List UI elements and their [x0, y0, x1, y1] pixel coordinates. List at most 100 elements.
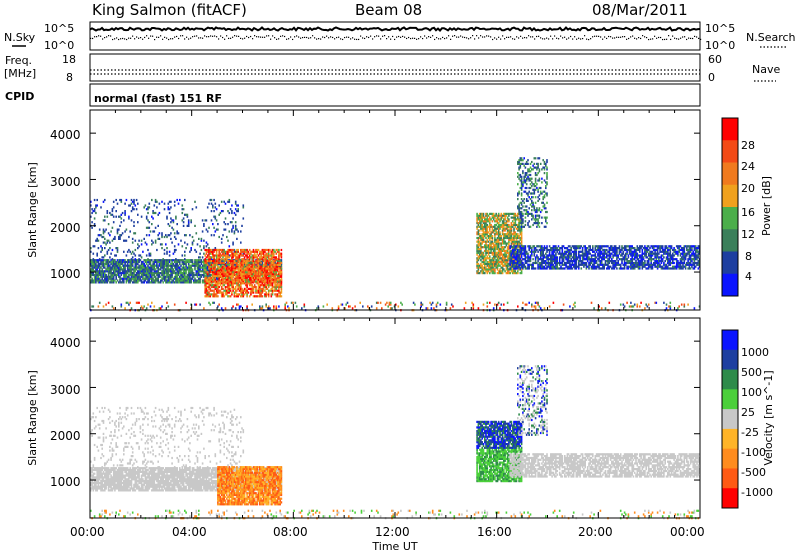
power-cell	[131, 262, 134, 265]
power-cell	[112, 206, 115, 209]
power-cell	[247, 250, 250, 253]
power-cell	[489, 266, 491, 269]
power-cell	[223, 265, 225, 268]
power-cell	[275, 265, 278, 268]
power-cell	[247, 256, 250, 259]
power-cell	[203, 223, 205, 226]
power-cell	[267, 258, 270, 261]
power-cell	[131, 250, 134, 253]
power-cell	[528, 263, 530, 266]
noise-search-point	[282, 35, 284, 37]
power-cell	[266, 280, 269, 283]
power-cell	[513, 261, 515, 265]
noise-search-point	[304, 36, 306, 39]
power-cell	[477, 244, 480, 247]
power-cell	[489, 262, 491, 265]
power-cell	[260, 250, 262, 253]
power-cell	[476, 236, 478, 240]
power-cell	[510, 270, 513, 273]
power-cell	[157, 273, 159, 277]
power-cell	[118, 260, 120, 264]
power-cell	[217, 269, 219, 272]
power-cell	[128, 217, 130, 220]
noise-search-point	[324, 36, 326, 39]
power-cell	[162, 258, 164, 261]
power-cell	[144, 241, 147, 244]
power-cell	[165, 268, 167, 271]
power-cell	[95, 264, 97, 267]
power-cell	[111, 239, 114, 242]
power-cell	[513, 222, 515, 225]
power-cell	[529, 258, 532, 261]
power-cell	[228, 250, 231, 253]
power-cell	[482, 212, 485, 215]
power-cell	[519, 248, 522, 252]
noise-search-point	[380, 38, 382, 40]
power-cell	[205, 263, 208, 266]
power-cell	[158, 260, 161, 264]
power-cell	[538, 265, 541, 268]
power-cell	[142, 281, 144, 284]
power-cell	[111, 266, 114, 269]
power-cell	[228, 278, 231, 281]
power-cell	[187, 262, 190, 265]
power-cell	[106, 239, 109, 242]
power-cell	[541, 260, 543, 263]
power-cell	[232, 284, 234, 287]
noise-search-point	[620, 36, 622, 38]
power-cell	[528, 248, 530, 252]
power-cell	[106, 259, 109, 262]
power-cell	[184, 268, 186, 271]
power-cell	[271, 252, 274, 255]
power-cell	[506, 236, 509, 240]
power-cell	[490, 244, 492, 247]
power-cell	[181, 219, 184, 222]
power-cell	[167, 234, 170, 237]
date-title: 08/Mar/2011	[592, 1, 688, 19]
power-cell	[173, 264, 176, 267]
power-cell	[276, 258, 279, 261]
noise-tick-left-0: 10^5	[44, 22, 74, 35]
power-cell	[511, 212, 514, 215]
power-cell	[149, 270, 152, 273]
power-cell	[566, 247, 569, 250]
power-cell	[219, 256, 222, 259]
power-cell	[271, 248, 274, 252]
power-cell	[226, 254, 228, 257]
power-cell	[242, 273, 245, 276]
power-cell	[551, 250, 553, 253]
power-cell	[213, 215, 215, 218]
power-cell	[105, 260, 107, 264]
power-cell	[492, 246, 495, 249]
power-cell	[223, 280, 225, 283]
power-cell	[137, 266, 139, 269]
power-cell	[504, 257, 506, 260]
power-cell	[501, 231, 504, 234]
power-cell	[124, 272, 126, 275]
power-cell	[205, 256, 208, 259]
power-cell	[485, 251, 487, 254]
power-cell	[149, 272, 152, 275]
power-cell	[541, 261, 543, 265]
noise-search-point	[330, 36, 332, 38]
power-cell	[500, 272, 503, 275]
power-cell	[260, 295, 262, 298]
power-cell	[503, 220, 505, 223]
power-cell	[165, 272, 167, 275]
power-cell	[257, 282, 260, 285]
power-cell	[280, 273, 283, 276]
power-cell	[240, 285, 242, 289]
power-cell	[119, 279, 121, 282]
noise-search-point	[530, 36, 532, 38]
power-cell	[238, 258, 241, 261]
power-cell	[489, 225, 491, 228]
power-cell	[271, 273, 274, 276]
power-cell	[133, 208, 135, 211]
power-cell	[508, 238, 510, 241]
noise-search-point	[102, 38, 104, 40]
power-cell	[261, 274, 264, 277]
power-cell	[229, 260, 232, 263]
power-cell	[106, 281, 109, 284]
power-cell	[487, 236, 490, 240]
power-cell	[232, 256, 234, 259]
